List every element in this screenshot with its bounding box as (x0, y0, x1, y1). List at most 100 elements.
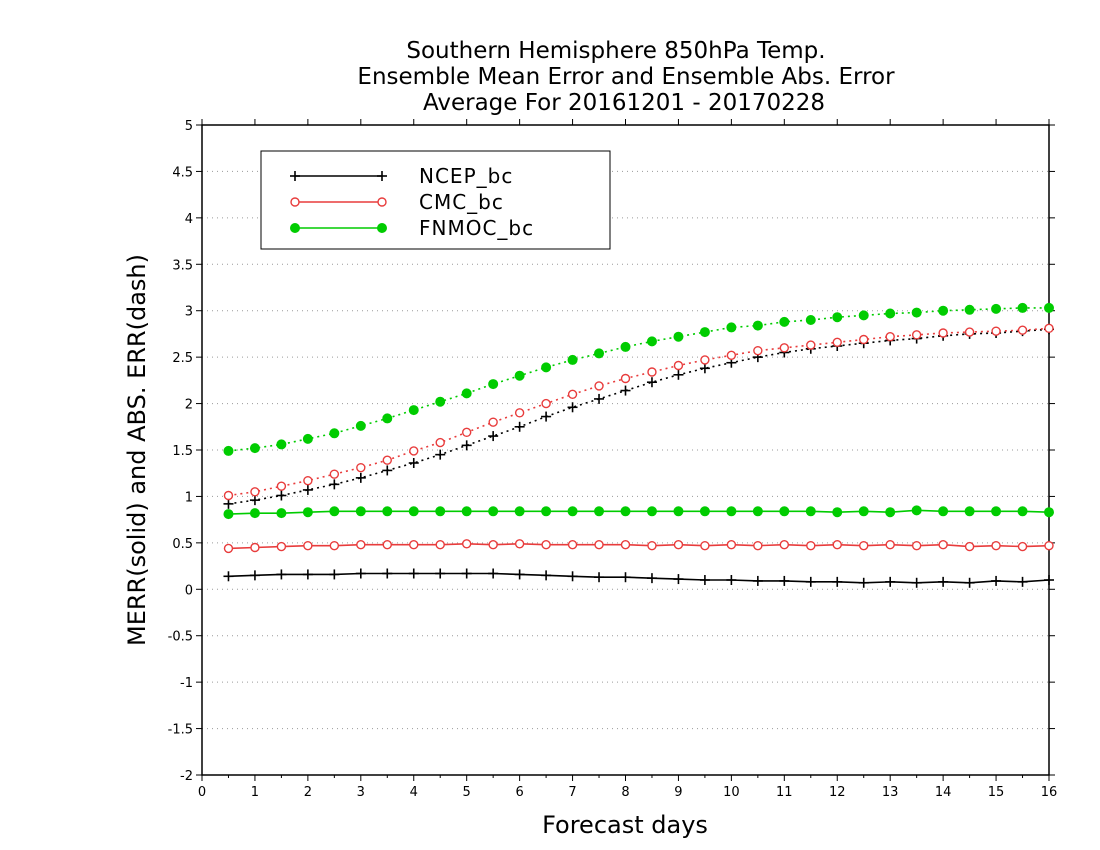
title-line-1: Southern Hemisphere 850hPa Temp. (406, 38, 825, 64)
mean-error-point-fnmoc-bc (620, 506, 631, 517)
abs-error-point-ncep-bc (514, 421, 525, 432)
abs-error-point-fnmoc-bc (726, 322, 737, 333)
abs-error-point-fnmoc-bc (673, 331, 684, 342)
abs-error-point-cmc-bc (356, 462, 366, 473)
mean-error-point-ncep-bc (488, 568, 499, 579)
mean-error-point-fnmoc-bc (832, 507, 843, 518)
mean-error-point-fnmoc-bc (541, 506, 552, 517)
mean-error-point-cmc-bc (276, 541, 287, 552)
mean-error-point-cmc-bc (700, 540, 710, 551)
mean-error-point-cmc-bc (647, 540, 657, 551)
abs-error-point-fnmoc-bc (858, 310, 869, 321)
mean-error-point-fnmoc-bc (329, 506, 340, 517)
abs-error-point-fnmoc-bc (567, 354, 578, 365)
mean-error-point-cmc-bc (356, 540, 366, 550)
mean-error-point-ncep-bc (594, 572, 605, 583)
mean-error-point-cmc-bc (461, 539, 472, 549)
abs-error-point-cmc-bc (567, 389, 578, 399)
abs-error-point-cmc-bc (700, 355, 710, 365)
abs-error-point-cmc-bc (911, 330, 922, 340)
abs-error-point-cmc-bc (620, 373, 631, 384)
mean-error-point-ncep-bc (355, 568, 366, 579)
y-tick-label: -2 (180, 769, 193, 784)
mean-error-point-fnmoc-bc (779, 506, 790, 517)
abs-error-point-fnmoc-bc (435, 396, 446, 407)
legend-label-fnmoc-bc: FNMOC_bc (419, 216, 534, 240)
abs-error-point-cmc-bc (488, 417, 498, 427)
mean-error-point-fnmoc-bc (858, 506, 869, 517)
mean-error-point-ncep-bc (779, 575, 790, 586)
abs-error-point-cmc-bc (541, 398, 551, 409)
mean-error-line-ncep-bc (228, 572, 1050, 584)
abs-error-point-cmc-bc (223, 490, 234, 501)
y-tick-label: 1 (185, 490, 193, 505)
abs-error-point-fnmoc-bc (964, 304, 975, 315)
legend-entry-fnmoc-bc: FNMOC_bc (290, 216, 534, 240)
abs-error-point-ncep-bc (276, 490, 287, 501)
abs-error-point-cmc-bc (461, 427, 472, 438)
mean-error-point-cmc-bc (964, 541, 975, 552)
mean-error-point-cmc-bc (541, 540, 551, 550)
mean-error-point-fnmoc-bc (514, 506, 525, 517)
abs-error-point-cmc-bc (726, 350, 737, 360)
abs-error-point-fnmoc-bc (1017, 302, 1028, 313)
mean-error-point-cmc-bc (806, 540, 816, 551)
mean-error-point-cmc-bc (329, 540, 340, 551)
legend-entry-cmc-bc: CMC_bc (290, 190, 504, 214)
mean-error-point-ncep-bc (541, 570, 552, 581)
mean-error-point-fnmoc-bc (964, 506, 975, 517)
abs-error-point-fnmoc-bc (752, 320, 763, 331)
mean-error-line-fnmoc-bc (228, 509, 1050, 515)
mean-error-point-cmc-bc (1044, 540, 1054, 551)
x-tick-label: 1 (251, 785, 259, 800)
mean-error-point-ncep-bc (1044, 575, 1054, 585)
x-tick-label: 5 (463, 785, 471, 800)
mean-error-point-fnmoc-bc (726, 506, 737, 517)
abs-error-point-fnmoc-bc (408, 405, 419, 416)
abs-error-point-fnmoc-bc (223, 445, 234, 456)
mean-error-point-fnmoc-bc (435, 506, 446, 517)
mean-error-point-cmc-bc (382, 540, 392, 550)
abs-error-point-ncep-bc (329, 479, 340, 490)
abs-error-point-ncep-bc (699, 363, 710, 374)
abs-error-point-ncep-bc (488, 431, 499, 442)
mean-error-point-ncep-bc (832, 576, 843, 587)
mean-error-point-cmc-bc (859, 540, 869, 551)
mean-error-point-fnmoc-bc (646, 506, 657, 517)
abs-error-point-ncep-bc (435, 449, 446, 460)
abs-error-point-fnmoc-bc (779, 316, 790, 327)
abs-error-point-cmc-bc (382, 455, 392, 465)
mean-error-point-cmc-bc (726, 540, 737, 550)
mean-error-point-fnmoc-bc (567, 506, 578, 517)
mean-error-point-ncep-bc (223, 571, 234, 582)
abs-error-point-cmc-bc (964, 327, 975, 337)
abs-error-point-ncep-bc (646, 377, 657, 388)
mean-error-point-cmc-bc (885, 540, 895, 550)
abs-error-point-fnmoc-bc (488, 379, 499, 390)
mean-error-point-fnmoc-bc (938, 506, 949, 517)
mean-error-point-cmc-bc (753, 540, 763, 551)
abs-error-point-ncep-bc (382, 465, 393, 476)
mean-error-point-ncep-bc (858, 577, 869, 588)
legend-box (260, 150, 611, 250)
abs-error-point-fnmoc-bc (329, 428, 340, 439)
abs-error-point-fnmoc-bc (911, 307, 922, 318)
mean-error-point-ncep-bc (329, 569, 340, 580)
mean-error-point-ncep-bc (382, 568, 393, 579)
abs-error-line-ncep-bc (228, 328, 1050, 505)
x-tick-label: 7 (568, 785, 576, 800)
chart-title: Southern Hemisphere 850hPa Temp. Ensembl… (357, 38, 895, 116)
legend-label-ncep-bc: NCEP_bc (419, 164, 513, 188)
grid (202, 124, 1049, 776)
series-layer (223, 302, 1054, 588)
mean-error-point-fnmoc-bc (1044, 507, 1054, 518)
abs-error-point-cmc-bc (435, 437, 445, 448)
legend-label-cmc-bc: CMC_bc (419, 190, 504, 214)
abs-error-line-fnmoc-bc (228, 307, 1049, 452)
mean-error-point-cmc-bc (223, 543, 234, 554)
abs-error-point-fnmoc-bc (991, 303, 1002, 314)
abs-error-point-fnmoc-bc (541, 362, 552, 373)
mean-error-point-ncep-bc (646, 573, 657, 584)
